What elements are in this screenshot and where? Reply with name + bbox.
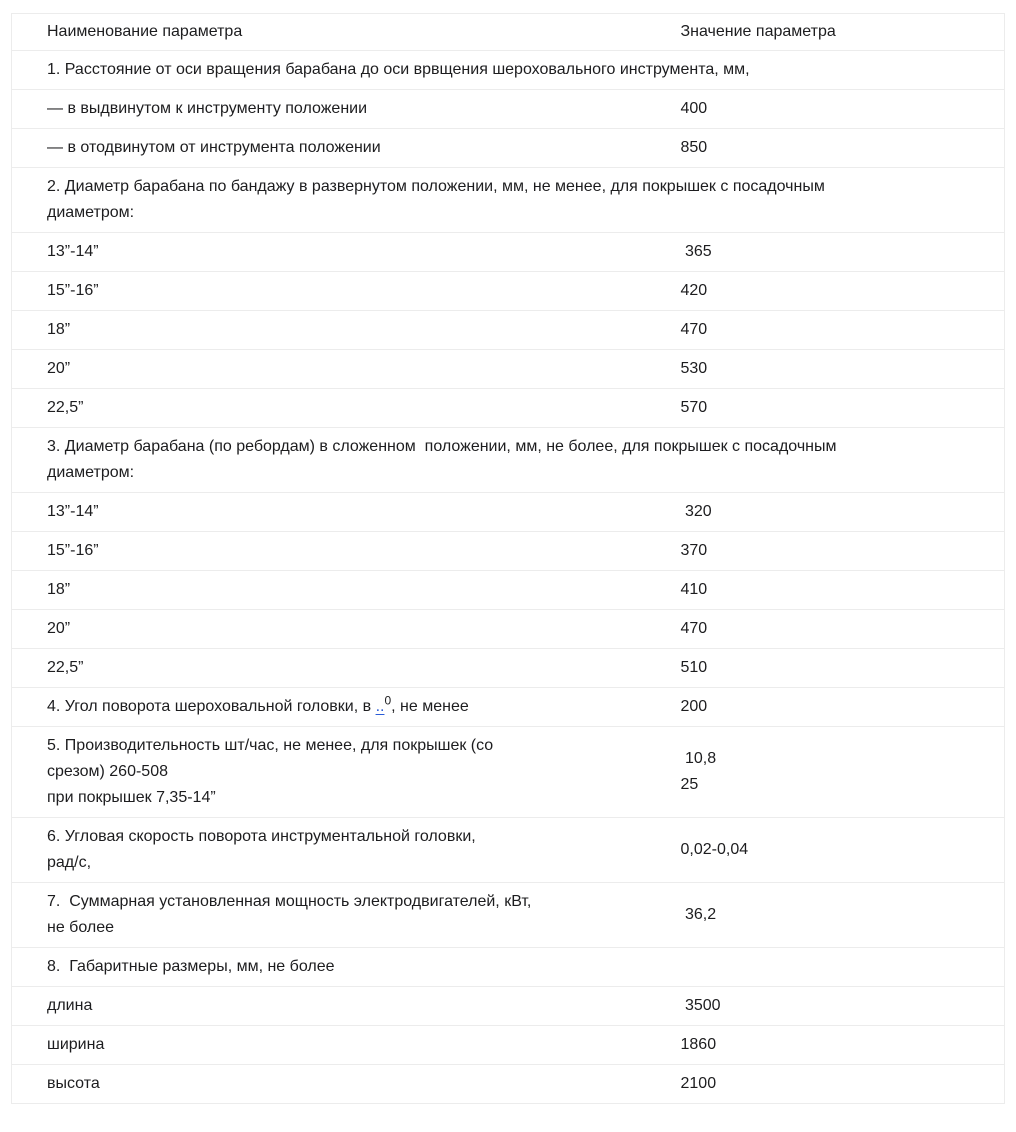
table-row: 15”-16” 370 xyxy=(11,531,1005,571)
param-name: длина xyxy=(11,986,681,1026)
table-header-row: Наименование параметра Значение параметр… xyxy=(11,13,1005,51)
param-value: 420 xyxy=(680,271,1005,311)
dots-link[interactable]: .. xyxy=(375,698,385,715)
table-row-section-3: 3. Диаметр барабана (по ребордам) в слож… xyxy=(11,427,1005,493)
table-row-section-1: 1. Расстояние от оси вращения барабана д… xyxy=(11,50,1005,90)
table-row-section-2: 2. Диаметр барабана по бандажу в разверн… xyxy=(11,167,1005,233)
param-name: — в выдвинутом к инструменту положении xyxy=(11,89,681,129)
param-value: 410 xyxy=(680,570,1005,610)
parameters-table: Наименование параметра Значение параметр… xyxy=(11,13,1005,1104)
param-value: 570 xyxy=(680,388,1005,428)
param-name: 5. Производительность шт/час, не менее, … xyxy=(11,726,681,818)
param-name-text: , не менее xyxy=(391,698,469,715)
param-name: 13”-14” xyxy=(11,232,681,272)
section-title: 2. Диаметр барабана по бандажу в разверн… xyxy=(11,167,1005,233)
table-row: ширина 1860 xyxy=(11,1025,1005,1065)
param-name: 20” xyxy=(11,349,681,389)
param-value: 0,02-0,04 xyxy=(680,817,1005,883)
param-value: 510 xyxy=(680,648,1005,688)
section-title: 1. Расстояние от оси вращения барабана д… xyxy=(11,50,1005,90)
table-row: 5. Производительность шт/час, не менее, … xyxy=(11,726,1005,818)
param-name: 22,5” xyxy=(11,388,681,428)
param-value: 470 xyxy=(680,310,1005,350)
table-row: — в отодвинутом от инструмента положении… xyxy=(11,128,1005,168)
param-name: 15”-16” xyxy=(11,531,681,571)
table-row: 13”-14” 365 xyxy=(11,232,1005,272)
table-row-angle: 4. Угол поворота шероховальной головки, … xyxy=(11,687,1005,727)
param-name: — в отодвинутом от инструмента положении xyxy=(11,128,681,168)
param-name: 7. Суммарная установленная мощность элек… xyxy=(11,882,681,948)
param-value: 36,2 xyxy=(680,882,1005,948)
section-title: 8. Габаритные размеры, мм, не более xyxy=(11,947,1005,987)
table-row: 18” 410 xyxy=(11,570,1005,610)
param-value: 3500 xyxy=(680,986,1005,1026)
table-row: 22,5” 570 xyxy=(11,388,1005,428)
param-value: 200 xyxy=(680,687,1005,727)
param-value: 370 xyxy=(680,531,1005,571)
table-row-section-8: 8. Габаритные размеры, мм, не более xyxy=(11,947,1005,987)
param-value: 1860 xyxy=(680,1025,1005,1065)
table-row: длина 3500 xyxy=(11,986,1005,1026)
param-value: 850 xyxy=(680,128,1005,168)
table-row: высота 2100 xyxy=(11,1064,1005,1104)
table-row: 20” 530 xyxy=(11,349,1005,389)
param-value: 10,8 25 xyxy=(680,726,1005,818)
table-row: 22,5” 510 xyxy=(11,648,1005,688)
superscript-zero: 0 xyxy=(384,693,392,708)
param-name: 13”-14” xyxy=(11,492,681,532)
param-value: 530 xyxy=(680,349,1005,389)
column-header-name: Наименование параметра xyxy=(11,13,681,51)
table-row: 6. Угловая скорость поворота инструмента… xyxy=(11,817,1005,883)
param-name: высота xyxy=(11,1064,681,1104)
param-value: 400 xyxy=(680,89,1005,129)
param-name: ширина xyxy=(11,1025,681,1065)
param-value: 470 xyxy=(680,609,1005,649)
table-row: — в выдвинутом к инструменту положении 4… xyxy=(11,89,1005,129)
table-row: 13”-14” 320 xyxy=(11,492,1005,532)
param-name: 22,5” xyxy=(11,648,681,688)
column-header-value: Значение параметра xyxy=(680,13,1005,51)
table-row: 20” 470 xyxy=(11,609,1005,649)
param-name: 20” xyxy=(11,609,681,649)
param-name: 4. Угол поворота шероховальной головки, … xyxy=(11,687,681,727)
param-name: 15”-16” xyxy=(11,271,681,311)
param-name: 18” xyxy=(11,570,681,610)
table-row: 7. Суммарная установленная мощность элек… xyxy=(11,882,1005,948)
section-title: 3. Диаметр барабана (по ребордам) в слож… xyxy=(11,427,1005,493)
table-row: 15”-16” 420 xyxy=(11,271,1005,311)
param-value: 2100 xyxy=(680,1064,1005,1104)
table-row: 18” 470 xyxy=(11,310,1005,350)
param-value: 320 xyxy=(680,492,1005,532)
param-name: 18” xyxy=(11,310,681,350)
param-value: 365 xyxy=(680,232,1005,272)
param-name: 6. Угловая скорость поворота инструмента… xyxy=(11,817,681,883)
param-name-text: 4. Угол поворота шероховальной головки, … xyxy=(47,698,376,715)
